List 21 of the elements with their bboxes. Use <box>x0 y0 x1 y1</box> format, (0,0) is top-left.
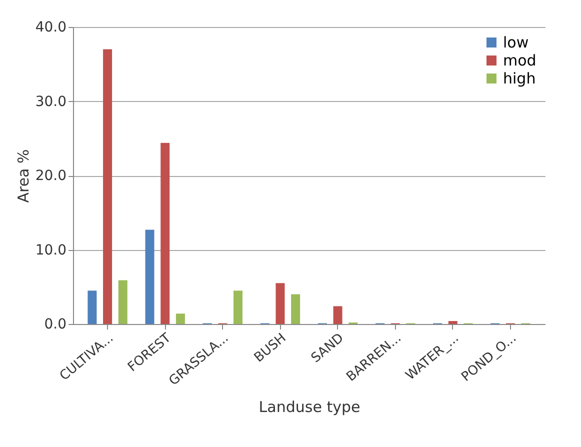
bar <box>160 142 170 324</box>
y-tick-label: 30.0 <box>35 94 66 110</box>
bar <box>103 49 112 324</box>
bar <box>88 290 97 324</box>
bar <box>176 314 185 324</box>
y-tick-label: 0.0 <box>44 316 66 332</box>
bar <box>276 283 285 324</box>
y-tick-label: 20.0 <box>35 168 66 184</box>
bar <box>234 290 243 324</box>
bar <box>118 280 128 324</box>
legend-label: high <box>503 70 536 88</box>
y-tick-label: 40.0 <box>35 20 66 36</box>
bar <box>291 294 300 324</box>
legend-label: low <box>503 34 529 52</box>
y-axis-title: Area % <box>14 149 32 203</box>
y-tick-label: 10.0 <box>35 242 66 258</box>
bar <box>145 230 154 324</box>
bar <box>448 321 458 324</box>
bar <box>333 306 342 324</box>
legend-label: mod <box>503 52 536 70</box>
x-axis-title: Landuse type <box>258 398 360 416</box>
